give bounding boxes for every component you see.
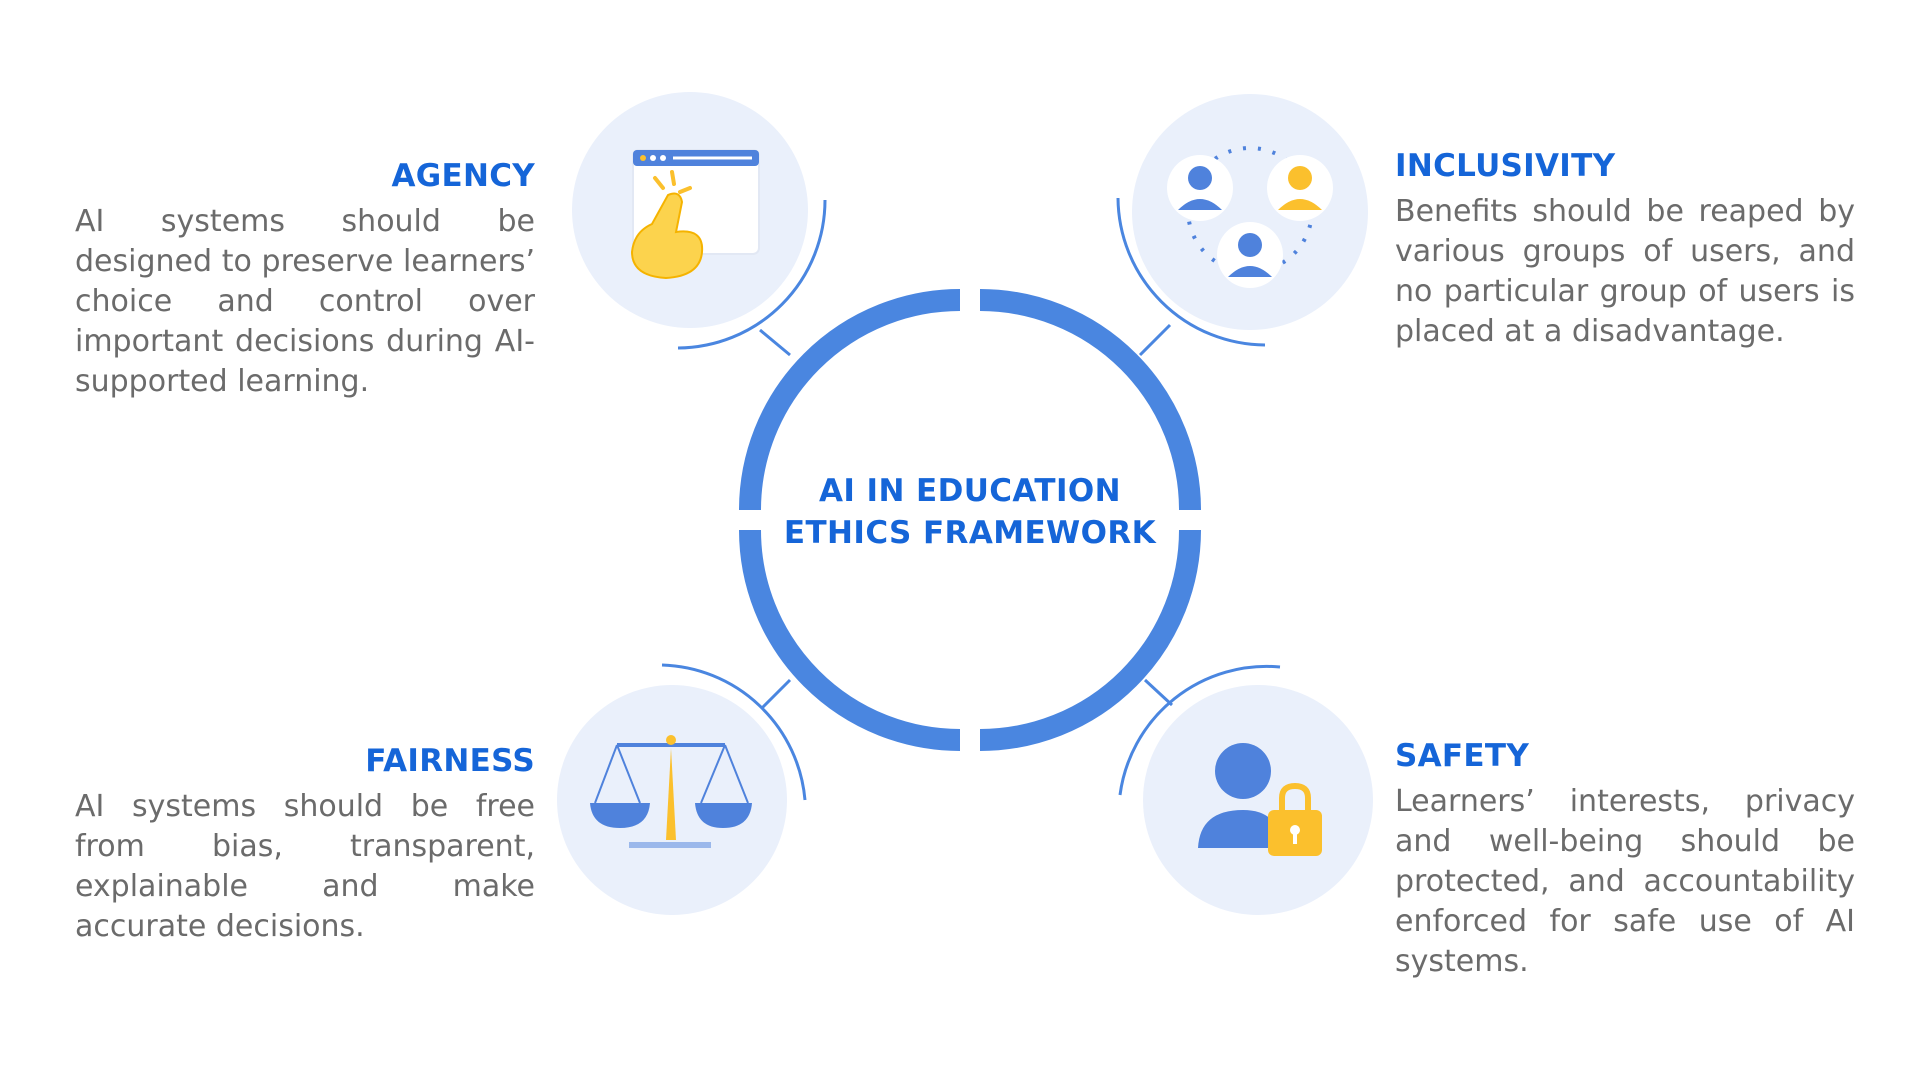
safety-title: SAFETY [1395,738,1530,774]
inclusivity-node [1116,94,1368,347]
fairness-title: FAIRNESS [365,743,535,779]
inclusivity-description: Benefits should be reaped by various gro… [1395,194,1855,349]
users-group-icon [1167,146,1333,288]
agency-block: AGENCY AI systems should be designed to … [75,156,535,402]
framework-title-line2: ETHICS FRAMEWORK [783,515,1157,551]
inclusivity-title: INCLUSIVITY [1395,148,1616,184]
inclusivity-block: INCLUSIVITY Benefits should be reaped by… [1395,146,1855,352]
balance-scale-icon [590,735,752,848]
fairness-description: AI systems should be free from bias, tra… [75,789,535,944]
central-ring [739,289,1201,751]
framework-title: AI IN EDUCATION ETHICS FRAMEWORK [770,470,1170,554]
framework-title-line1: AI IN EDUCATION [819,473,1121,509]
user-lock-icon [1198,743,1322,856]
connector-lines [759,323,1174,710]
agency-description: AI systems should be designed to preserv… [75,204,535,399]
fairness-block: FAIRNESS AI systems should be free from … [75,741,535,947]
safety-description: Learners’ interests, privacy and well-be… [1395,784,1855,979]
safety-node [1118,664,1373,915]
fairness-node [557,663,807,915]
click-window-icon [630,149,760,280]
safety-block: SAFETY Learners’ interests, privacy and … [1395,736,1855,982]
agency-node [572,92,827,350]
agency-title: AGENCY [391,158,535,194]
